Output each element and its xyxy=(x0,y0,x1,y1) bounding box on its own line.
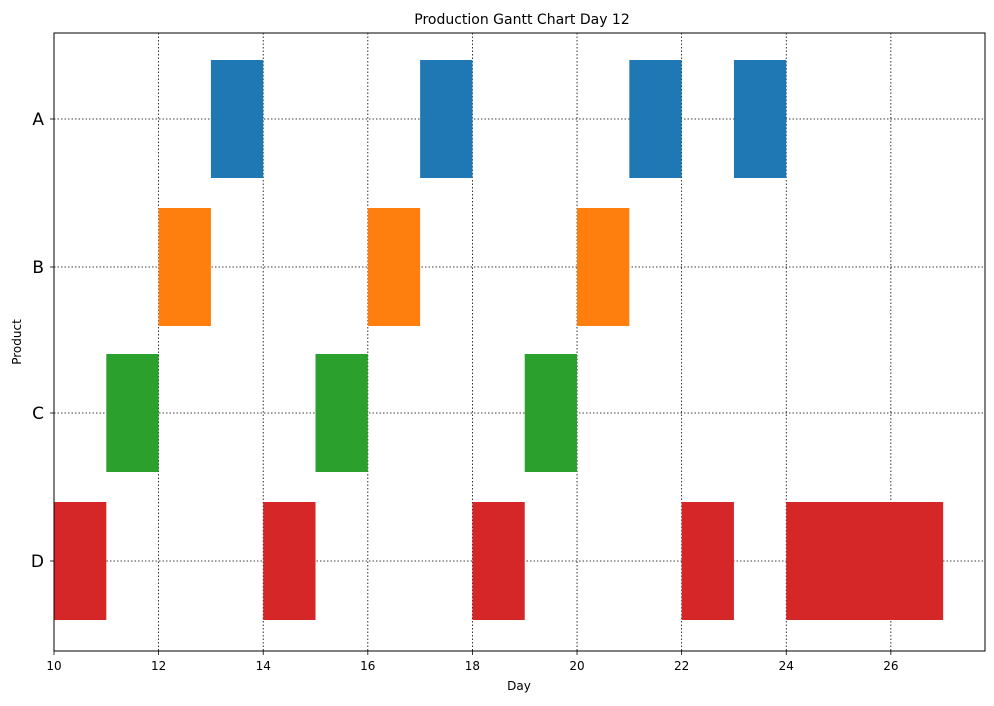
x-tick-label: 16 xyxy=(360,659,375,673)
gantt-bar xyxy=(367,208,421,326)
gantt-bar xyxy=(158,208,211,326)
chart-title: Production Gantt Chart Day 12 xyxy=(414,12,630,28)
x-tick-label: 26 xyxy=(883,659,898,673)
gantt-bar xyxy=(54,502,107,620)
y-axis-ticks: A B C D xyxy=(31,110,54,572)
gantt-bar xyxy=(786,502,944,620)
x-tick-label: 14 xyxy=(256,659,271,673)
x-axis-ticks: 10 12 14 16 18 20 22 24 26 xyxy=(46,651,898,673)
gantt-bar xyxy=(577,208,630,326)
y-tick-label: B xyxy=(32,258,44,278)
x-axis-label: Day xyxy=(507,679,531,693)
x-tick-label: 24 xyxy=(779,659,794,673)
gantt-bar xyxy=(681,502,734,620)
y-tick-label: C xyxy=(32,404,44,424)
x-tick-label: 20 xyxy=(569,659,584,673)
plot-area-frame xyxy=(53,32,986,652)
gantt-bar xyxy=(524,354,578,472)
x-tick-label: 22 xyxy=(674,659,689,673)
gantt-bar xyxy=(210,60,264,178)
x-tick-label: 10 xyxy=(46,659,61,673)
y-axis-label: Product xyxy=(10,319,24,365)
gantt-bars xyxy=(54,60,944,620)
y-tick-label: D xyxy=(31,552,44,572)
gantt-bar xyxy=(629,60,682,178)
gantt-bar xyxy=(420,60,473,178)
x-tick-label: 18 xyxy=(465,659,480,673)
y-tick-label: A xyxy=(32,110,44,130)
gantt-bar xyxy=(263,502,316,620)
x-tick-label: 12 xyxy=(151,659,166,673)
gantt-bar xyxy=(315,354,368,472)
gantt-bar xyxy=(106,354,159,472)
gantt-bar xyxy=(472,502,525,620)
gantt-bar xyxy=(733,60,787,178)
